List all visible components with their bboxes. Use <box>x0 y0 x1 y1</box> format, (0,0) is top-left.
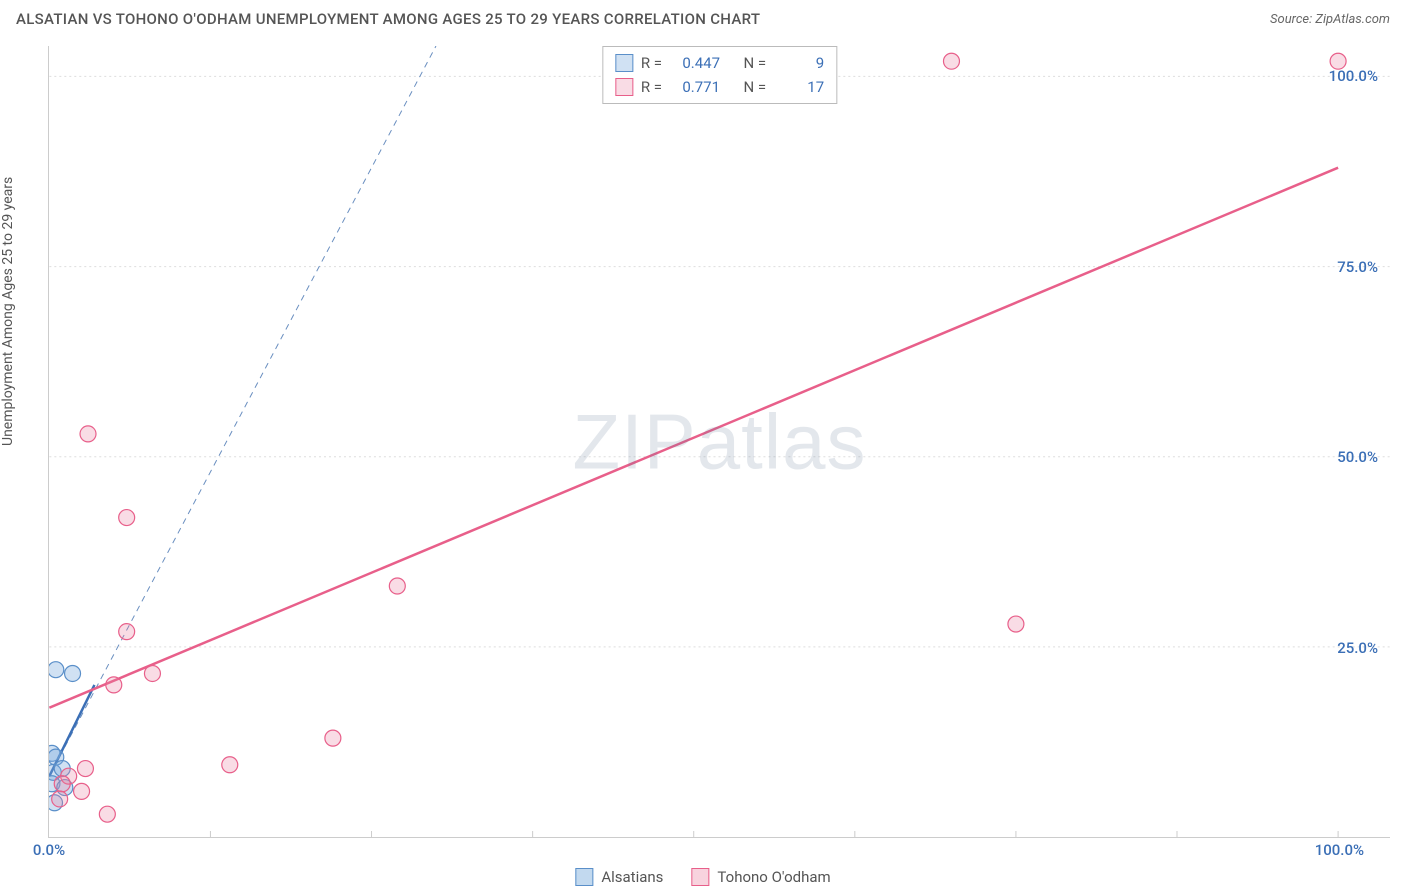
legend-swatch <box>691 868 709 886</box>
y-tick-label: 75.0% <box>1337 258 1378 276</box>
r-label: R = <box>641 75 662 99</box>
chart-plot-area: ZIPatlas R =0.447 N =9R =0.771 N =17 25.… <box>48 46 1390 838</box>
stats-row: R = 0.771 N = 17 <box>615 75 824 99</box>
chart-header: ALSATIAN VS TOHONO O'ODHAM UNEMPLOYMENT … <box>16 10 1390 28</box>
y-tick-label: 100.0% <box>1329 67 1378 85</box>
y-tick-label: 50.0% <box>1337 448 1378 466</box>
scatter-svg <box>49 46 1390 837</box>
legend-item: Tohono O'odham <box>691 868 830 886</box>
x-tick-label: 0.0% <box>33 841 65 859</box>
r-value: 0.447 <box>670 51 720 75</box>
legend-item: Alsatians <box>575 868 663 886</box>
r-value: 0.771 <box>670 75 720 99</box>
y-tick-label: 25.0% <box>1337 639 1378 657</box>
chart-title: ALSATIAN VS TOHONO O'ODHAM UNEMPLOYMENT … <box>16 10 760 28</box>
source-attribution: Source: ZipAtlas.com <box>1270 12 1390 27</box>
legend-swatch <box>575 868 593 886</box>
n-label: N = <box>744 51 767 75</box>
legend: Alsatians Tohono O'odham <box>575 868 830 886</box>
stats-row: R = 0.447 N = 9 <box>615 51 824 75</box>
correlation-stats-box: R = 0.447 N = 9 R = 0.771 N = 17 <box>602 46 837 104</box>
n-value: 9 <box>774 51 824 75</box>
series-swatch <box>615 78 633 96</box>
n-label: N = <box>744 75 767 99</box>
x-tick-label: 100.0% <box>1315 841 1364 859</box>
legend-label: Alsatians <box>601 868 663 886</box>
r-label: R = <box>641 51 662 75</box>
series-swatch <box>615 54 633 72</box>
n-value: 17 <box>774 75 824 99</box>
y-axis-label: Unemployment Among Ages 25 to 29 years <box>0 177 16 446</box>
legend-label: Tohono O'odham <box>717 868 830 886</box>
